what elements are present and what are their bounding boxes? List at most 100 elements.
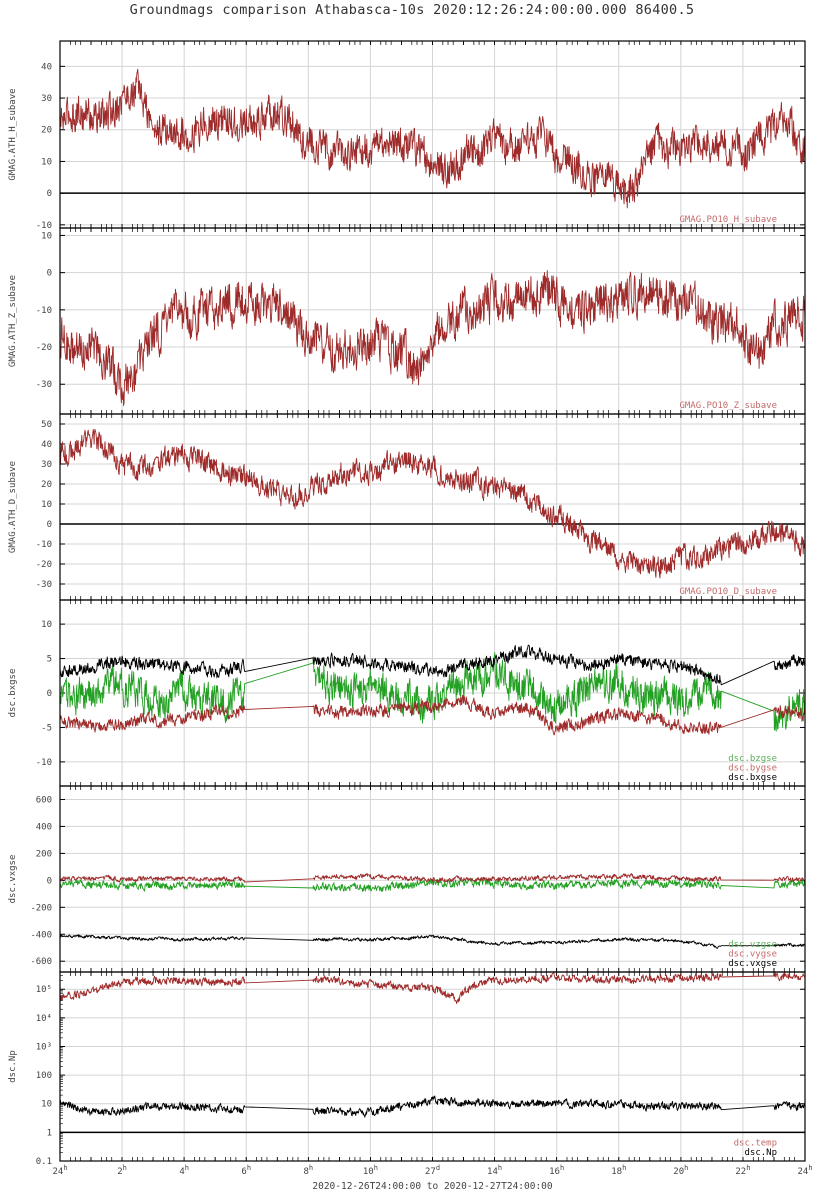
y-tick-label: 30 (41, 94, 52, 104)
x-tick-unit: h (498, 1164, 502, 1172)
x-tick-number: 20 (673, 1167, 684, 1177)
series-group (60, 68, 805, 209)
panel-frame (59, 971, 806, 1162)
x-tick-unit: h (185, 1164, 189, 1172)
series-line-dsc-vzgse (60, 877, 805, 892)
series-line-GMAG-PO10-H-subave (60, 68, 805, 209)
legend-entry: dsc.Np (744, 1148, 777, 1158)
x-tick-number: 4 (179, 1167, 184, 1177)
series-group (60, 872, 805, 949)
y-tick-label: 400 (36, 822, 52, 832)
x-tick-label: 20h (673, 1164, 688, 1177)
series-line-dsc-vxgse (60, 934, 805, 949)
y-tick-label: 100 (36, 1071, 52, 1081)
y-tick-label: 10 (41, 231, 52, 241)
y-tick-label: 40 (41, 440, 52, 450)
y-tick-label: 20 (41, 126, 52, 136)
series-group (60, 972, 805, 1118)
series-line-dsc-vygse (60, 872, 805, 883)
x-axis-label: 2020-12-26T24:00:00 to 2020-12-27T24:00:… (312, 1181, 553, 1192)
legend-entry: dsc.bxgse (728, 773, 777, 783)
panel-2: -30 -20 -10 0 10 GMAG.ATH_Z_subave GMAG.PO10_Z… (8, 227, 806, 415)
legend-entry: GMAG.PO10_Z_subave (679, 401, 777, 411)
y-tick-label: -600 (30, 957, 52, 967)
x-tick-number: 14 (487, 1167, 498, 1177)
x-tick-number: 8 (304, 1167, 309, 1177)
y-axis-label: GMAG.ATH_H_subave (8, 88, 18, 180)
y-tick-label: -400 (30, 930, 52, 940)
x-tick-label: 22h (735, 1164, 750, 1177)
y-tick-label: -20 (36, 560, 52, 570)
x-tick-number: 22 (735, 1167, 746, 1177)
panel-1: -10 0 10 20 30 40 GMAG.ATH_H_subave GMAG.PO10_H… (8, 40, 806, 231)
series-line-dsc-bxgse (60, 644, 805, 686)
x-tick-unit: h (374, 1164, 378, 1172)
x-tick-number: 24 (797, 1167, 808, 1177)
y-tick-label: 10 (41, 1100, 52, 1110)
y-tick-label: 0 (47, 689, 52, 699)
x-tick-label: 10h (363, 1164, 378, 1177)
x-tick-unit: h (123, 1164, 127, 1172)
y-tick-label: -10 (36, 306, 52, 316)
x-tick-label: 24h (52, 1164, 67, 1177)
series-line-dsc-bzgse (60, 652, 805, 732)
legend-entry: dsc.vzgse (728, 940, 777, 950)
y-tick-label: 0 (47, 520, 52, 530)
y-axis-label: GMAG.ATH_Z_subave (8, 275, 18, 367)
y-tick-label: 10 (41, 620, 52, 630)
y-tick-label: -5 (41, 723, 52, 733)
x-tick-number: 2 (117, 1167, 122, 1177)
y-tick-label: -30 (36, 380, 52, 390)
y-tick-label: 0.1 (36, 1157, 52, 1167)
legend-entry: dsc.vygse (728, 950, 777, 960)
x-tick-label: 18h (611, 1164, 626, 1177)
x-tick-unit: h (622, 1164, 626, 1172)
legend-entry: GMAG.PO10_H_subave (679, 215, 777, 225)
y-tick-label: -30 (36, 580, 52, 590)
x-tick-unit: h (560, 1164, 564, 1172)
x-tick-number: 24 (52, 1167, 63, 1177)
y-axis-label: GMAG.ATH_D_subave (8, 461, 18, 553)
y-tick-label: 10 (41, 500, 52, 510)
x-tick-label: 4h (179, 1164, 189, 1177)
y-tick-label: 200 (36, 849, 52, 859)
series-group (60, 270, 805, 406)
y-axis-label: dsc.bxgse (8, 669, 18, 718)
x-tick-unit: h (746, 1164, 750, 1172)
x-tick-label: 14h (487, 1164, 502, 1177)
x-tick-label: 24h (797, 1164, 812, 1177)
x-tick-number: 18 (611, 1167, 622, 1177)
legend-entry: dsc.vxgse (728, 959, 777, 969)
legend-entry: GMAG.PO10_D_subave (679, 587, 777, 597)
x-tick-label: 8h (304, 1164, 314, 1177)
legend-entry: dsc.bzgse (728, 754, 777, 764)
x-tick-unit: h (808, 1164, 812, 1172)
chart-title: Groundmags comparison Athabasca-10s 2020… (129, 2, 695, 18)
x-tick-unit: h (684, 1164, 688, 1172)
y-tick-label: 10³ (36, 1042, 52, 1052)
x-tick-label: 6h (241, 1164, 251, 1177)
y-tick-label: 1 (47, 1128, 52, 1138)
y-tick-label: -10 (36, 540, 52, 550)
x-tick-unit: h (247, 1164, 251, 1172)
x-tick-label: 16h (549, 1164, 564, 1177)
y-tick-label: 0 (47, 876, 52, 886)
series-group (60, 644, 805, 736)
series-group (60, 428, 805, 579)
legend-entry: dsc.bygse (728, 764, 777, 774)
x-tick-unit: h (309, 1164, 313, 1172)
y-tick-label: -10 (36, 221, 52, 231)
y-tick-label: 20 (41, 480, 52, 490)
x-tick-unit: d (436, 1164, 440, 1172)
y-tick-label: 50 (41, 420, 52, 430)
y-tick-label: -20 (36, 343, 52, 353)
y-tick-label: 0 (47, 269, 52, 279)
series-line-dsc-temp (60, 972, 805, 1005)
x-tick-label: 27d (425, 1164, 440, 1177)
panel-5: -600 -400 -200 0 200 400 600 dsc.vxgse dsc.vzgse… (8, 785, 806, 973)
y-tick-label: 40 (41, 62, 52, 72)
y-tick-label: 10 (41, 157, 52, 167)
y-tick-label: -10 (36, 758, 52, 768)
